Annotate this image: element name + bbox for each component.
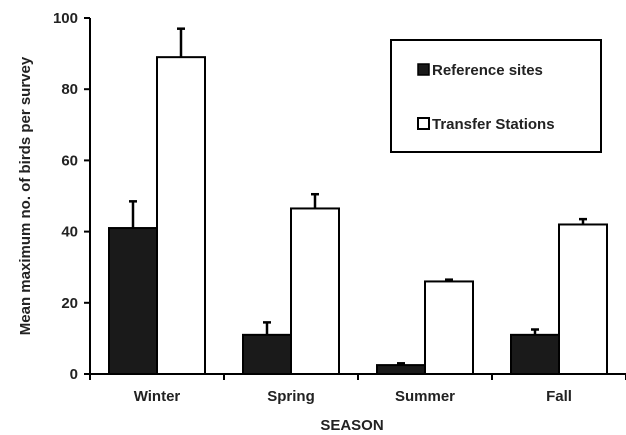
y-tick-label-0: 0 xyxy=(70,366,78,383)
x-axis-title: SEASON xyxy=(320,417,383,434)
y-ticks-layer: 0 20 40 60 80 100 xyxy=(53,10,90,383)
legend-swatch-transfer-stations xyxy=(417,117,430,130)
bar-fall-reference xyxy=(510,333,560,375)
legend-swatch-reference-sites xyxy=(417,63,430,76)
y-tick-label-80: 80 xyxy=(61,81,78,98)
bar-summer-reference xyxy=(376,364,426,376)
x-tick-label-summer: Summer xyxy=(395,388,455,405)
y-tick-label-100: 100 xyxy=(53,10,78,27)
x-ticks-layer: Winter Spring Summer Fall xyxy=(134,388,572,405)
legend-label-transfer-stations: Transfer Stations xyxy=(432,116,555,133)
bar-winter-transfer xyxy=(156,56,206,375)
legend-label-reference-sites: Reference sites xyxy=(432,62,543,79)
y-axis-title: Mean maximum no. of birds per survey xyxy=(17,56,34,335)
x-tick-label-spring: Spring xyxy=(267,388,315,405)
bar-spring-reference xyxy=(242,333,292,375)
x-tick-label-fall: Fall xyxy=(546,388,572,405)
bar-fall-transfer xyxy=(558,223,608,375)
bar-spring-transfer xyxy=(290,207,340,375)
error-bars-layer xyxy=(129,27,587,366)
bar-winter-reference xyxy=(108,227,158,375)
legend-box xyxy=(390,39,602,153)
y-tick-label-20: 20 xyxy=(61,295,78,312)
y-tick-label-40: 40 xyxy=(61,224,78,241)
y-tick-label-60: 60 xyxy=(61,152,78,169)
bar-summer-transfer xyxy=(424,280,474,375)
legend: Reference sites Transfer Stations xyxy=(390,39,602,153)
x-tick-label-winter: Winter xyxy=(134,388,181,405)
axes-layer xyxy=(89,18,626,380)
